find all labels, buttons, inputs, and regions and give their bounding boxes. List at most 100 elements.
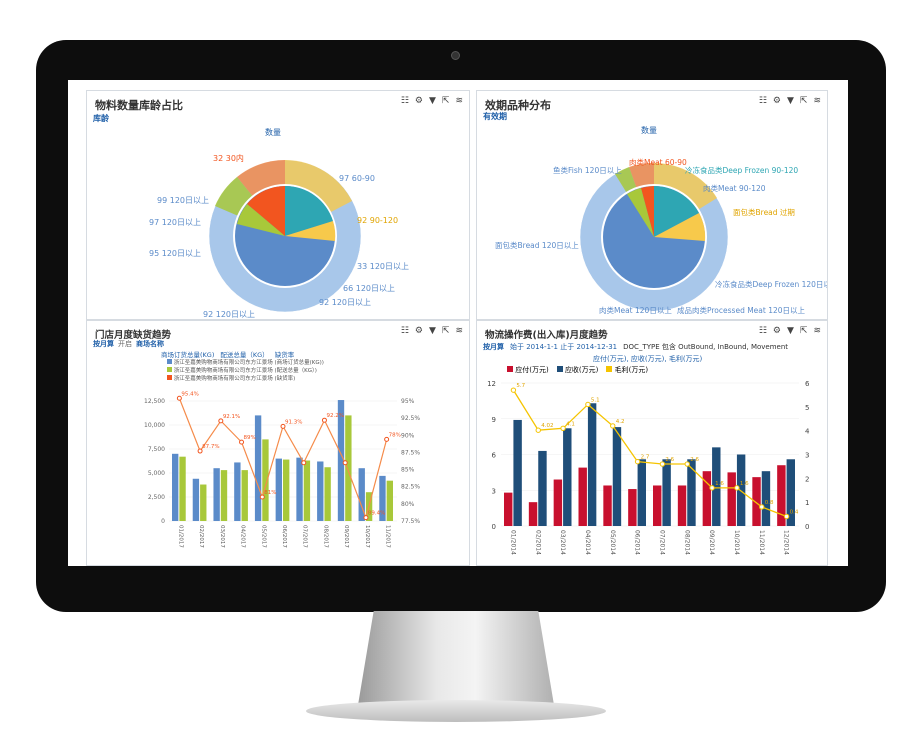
settings-icon[interactable]: ☷ [400, 96, 409, 106]
y2-tick-label: 90% [401, 432, 415, 439]
filter-chip[interactable]: 按月算 [483, 343, 504, 351]
combo-chart-logistics: 12 9 6 3 0 6 5 4 3 2 1 0 01/2014 02/2014 03/2014 04/201… [487, 380, 810, 555]
y-tick-label: 7,500 [148, 446, 165, 453]
filter-chip[interactable]: 始于 2014-1-1 止于 2014-12-31 [510, 343, 618, 351]
x-tick-label: 02/2014 [534, 530, 541, 555]
pie-label: 鱼类Fish 120日以上 [553, 165, 622, 175]
rate-point [176, 395, 182, 401]
filter-chip[interactable]: 有效期 [483, 112, 507, 121]
data-label: 4.02 [541, 423, 553, 429]
bar [337, 400, 345, 521]
bar [538, 450, 547, 526]
bar [761, 471, 771, 526]
y-tick-label: 12 [487, 380, 496, 388]
export-icon[interactable]: ⇱ [799, 326, 808, 336]
panel-toolbar: ☷ ⚙ ▼ ⇱ ≋ [759, 96, 821, 106]
x-tick-label: 10/2014 [733, 530, 740, 555]
profit-point [684, 461, 690, 467]
profit-point [585, 401, 591, 408]
panel-title: 效期品种分布 [485, 99, 551, 112]
gear-icon[interactable]: ⚙ [772, 96, 781, 106]
bar [563, 428, 572, 526]
bar [578, 467, 587, 526]
webcam [451, 51, 460, 60]
monitor-stand-base [306, 700, 606, 722]
layers-icon[interactable]: ≋ [813, 96, 821, 106]
x-tick-label: 03/2017 [219, 525, 225, 548]
profit-point [560, 425, 566, 431]
rate-point [259, 494, 265, 500]
filter-bar: 按月算 始于 2014-1-1 止于 2014-12-31 DOC_TYPE 包… [483, 342, 788, 352]
bar [324, 467, 331, 521]
y2-tick-label: 0 [805, 523, 809, 531]
export-icon[interactable]: ⇱ [441, 96, 450, 106]
rate-point [342, 460, 348, 466]
filter-chip[interactable]: 开启 [118, 340, 132, 348]
x-tick-label: 07/2017 [302, 525, 308, 548]
settings-icon[interactable]: ☷ [758, 96, 767, 106]
bar [317, 461, 324, 521]
panel-inventory-age: 物料数量库龄占比 ☷ ⚙ ▼ ⇱ ≋ 库龄 数量 32 30内 97 60-90 99 … [86, 90, 470, 320]
bar [358, 468, 365, 521]
filter-icon[interactable]: ▼ [786, 326, 794, 336]
settings-icon[interactable]: ☷ [400, 326, 409, 336]
bar [677, 485, 687, 526]
filter-chip[interactable]: 按月算 [93, 340, 114, 348]
chart-subtitle: 应付(万元), 应收(万元), 毛利(万元) [593, 355, 703, 363]
gear-icon[interactable]: ⚙ [414, 96, 423, 106]
y2-tick-label: 1 [805, 499, 809, 507]
bar [379, 475, 386, 521]
bar [662, 459, 671, 526]
rate-point [280, 423, 286, 429]
bar [702, 471, 712, 526]
profit-line [512, 389, 787, 518]
data-label: 92.1% [223, 414, 240, 420]
x-tick-label: 04/2017 [240, 525, 246, 548]
legend-item: 应付(万元) [507, 365, 549, 375]
data-label: 78% [389, 432, 401, 438]
filter-chip[interactable]: 库龄 [93, 114, 109, 123]
pie-label: 97 60-90 [339, 174, 375, 183]
y2-tick-label: 5 [805, 404, 809, 412]
data-label: 2.6 [665, 457, 674, 463]
pie-label: 33 120日以上 [357, 262, 409, 271]
filter-chip[interactable]: 商场名称 [136, 340, 164, 348]
data-label: 1.6 [715, 481, 724, 487]
bar [241, 470, 248, 521]
data-label: 87.7% [202, 444, 219, 450]
filter-icon[interactable]: ▼ [428, 326, 436, 336]
pie-label: 32 30内 [213, 153, 244, 163]
rate-point [197, 448, 203, 454]
export-icon[interactable]: ⇱ [441, 326, 450, 336]
rate-point [363, 515, 369, 521]
y-tick-label: 12,500 [144, 398, 165, 405]
pie-label: 肉类Meat 60-90 [629, 157, 687, 167]
x-tick-label: 06/2014 [634, 530, 641, 555]
layers-icon[interactable]: ≋ [455, 96, 463, 106]
filter-icon[interactable]: ▼ [786, 96, 794, 106]
filter-icon[interactable]: ▼ [428, 96, 436, 106]
pie-label: 面包类Bread 过期 [733, 207, 795, 217]
y2-tick-label: 87.5% [401, 449, 420, 456]
data-label: 91.3% [285, 419, 302, 425]
data-label: 2.6 [690, 457, 699, 463]
x-tick-label: 01/2014 [509, 530, 516, 555]
layers-icon[interactable]: ≋ [455, 326, 463, 336]
data-label: 81% [264, 490, 276, 496]
legend-item: 浙江圣嘉美购物商场有限公司东方江景场 (缺货率) [167, 375, 324, 383]
x-tick-label: 12/2014 [783, 530, 790, 555]
layers-icon[interactable]: ≋ [813, 326, 821, 336]
legend-item: 毛利(万元) [606, 365, 648, 375]
panel-toolbar: ☷ ⚙ ▼ ⇱ ≋ [401, 326, 463, 336]
filter-chip[interactable]: DOC_TYPE 包含 OutBound, InBound, Movement [623, 343, 789, 351]
gear-icon[interactable]: ⚙ [414, 326, 423, 336]
bar [637, 459, 646, 526]
bar [254, 415, 262, 521]
settings-icon[interactable]: ☷ [758, 326, 767, 336]
data-label: 89.4% [368, 511, 385, 517]
data-label: 2.7 [641, 455, 650, 461]
measure-label: 数量 [641, 126, 657, 135]
export-icon[interactable]: ⇱ [799, 96, 808, 106]
gear-icon[interactable]: ⚙ [772, 326, 781, 336]
bar [172, 453, 179, 521]
